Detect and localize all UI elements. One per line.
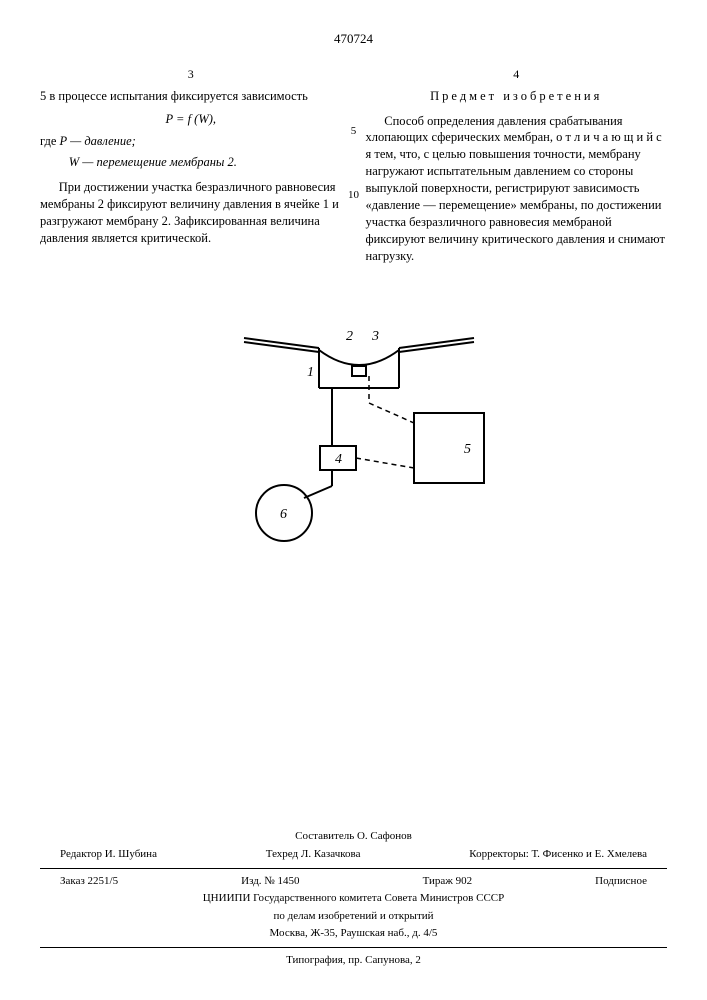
- technical-editor: Техред Л. Казачкова: [266, 846, 361, 864]
- diagram-label-5: 5: [464, 442, 471, 457]
- text-columns: 5 10 3 5 в процессе испытания фиксируетс…: [40, 66, 667, 269]
- diagram-label-2: 2: [346, 329, 353, 344]
- credits-row: Редактор И. Шубина Техред Л. Казачкова К…: [40, 846, 667, 864]
- paragraph: 5 в процессе испытания фиксируется завис…: [40, 88, 342, 105]
- var-w-line: W — перемещение мембраны 2.: [40, 154, 342, 171]
- document-number: 470724: [40, 30, 667, 48]
- right-column: 4 Предмет изобретения Способ определения…: [366, 66, 668, 269]
- typography-line: Типография, пр. Сапунова, 2: [40, 952, 667, 970]
- order-number: Заказ 2251/5: [60, 873, 118, 891]
- correctors: Корректоры: Т. Фисенко и Е. Хмелева: [469, 846, 647, 864]
- tirage: Тираж 902: [423, 873, 473, 891]
- podpisnoe: Подписное: [595, 873, 647, 891]
- editor: Редактор И. Шубина: [60, 846, 157, 864]
- var-p: P — давление;: [60, 134, 136, 148]
- patent-page: 470724 5 10 3 5 в процессе испытания фик…: [0, 0, 707, 1000]
- diagram-label-6: 6: [280, 507, 287, 522]
- org-line: ЦНИИПИ Государственного комитета Совета …: [40, 890, 667, 908]
- left-col-number: 3: [40, 66, 342, 82]
- paragraph: Способ определения давления срабатывания…: [366, 113, 668, 265]
- left-column: 3 5 в процессе испытания фиксируется зав…: [40, 66, 342, 269]
- diagram-label-1: 1: [307, 365, 314, 380]
- where-label: где: [40, 134, 56, 148]
- diagram-label-4: 4: [335, 452, 342, 467]
- org-line: Москва, Ж-35, Раушская наб., д. 4/5: [40, 925, 667, 943]
- figure-diagram: 1 2 3 4 5 6: [204, 308, 504, 548]
- line-number-10: 10: [348, 188, 359, 203]
- formula: P = f (W),: [40, 111, 342, 128]
- where-line: где P — давление;: [40, 133, 342, 150]
- org-line: по делам изобретений и открытий: [40, 908, 667, 926]
- compiler-line: Составитель О. Сафонов: [40, 828, 667, 846]
- right-col-number: 4: [366, 66, 668, 82]
- line-number-5: 5: [351, 124, 357, 139]
- print-info-row: Заказ 2251/5 Изд. № 1450 Тираж 902 Подпи…: [40, 873, 667, 891]
- diagram-label-3: 3: [371, 329, 379, 344]
- claims-heading: Предмет изобретения: [366, 88, 668, 105]
- footer-block: Составитель О. Сафонов Редактор И. Шубин…: [40, 828, 667, 969]
- izd-number: Изд. № 1450: [241, 873, 299, 891]
- paragraph: При достижении участка безразличного рав…: [40, 179, 342, 247]
- var-w: W — перемещение мембраны 2.: [69, 155, 237, 169]
